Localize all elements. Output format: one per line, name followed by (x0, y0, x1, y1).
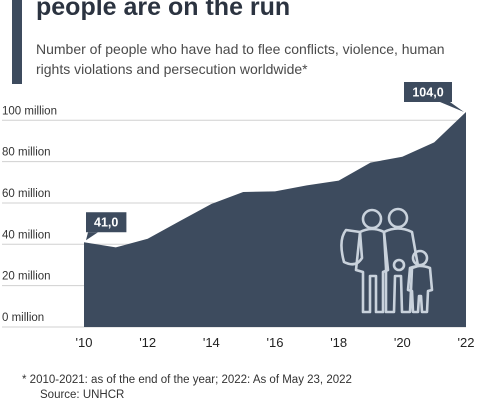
y-axis-ticks: 0 million 20 million 40 million 60 million 8… (2, 105, 57, 324)
x-tick-label: '10 (76, 335, 93, 350)
x-axis-ticks: '10 '12 '14 '16 '18 '20 '22 (76, 335, 475, 350)
y-tick-label: 0 million (2, 312, 44, 324)
annotation-callout: 41,0 (86, 212, 127, 241)
y-tick-label: 40 million (2, 229, 51, 241)
x-tick-label: '16 (267, 335, 284, 350)
annotation-callout: 104,0 (404, 82, 464, 112)
y-tick-label: 80 million (2, 147, 51, 159)
title-accent-bar (12, 0, 22, 84)
x-tick-label: '14 (203, 335, 220, 350)
x-tick-label: '18 (330, 335, 347, 350)
area-series (84, 112, 466, 327)
y-tick-label: 60 million (2, 188, 51, 200)
source-credit: Source: UNHCR (40, 389, 125, 401)
footnote: * 2010-2021: as of the end of the year; … (22, 374, 352, 386)
y-tick-label: 20 million (2, 271, 51, 283)
annotations: 41,0 104,0 (86, 82, 464, 241)
chart-title: people are on the run (36, 0, 291, 21)
x-tick-label: '22 (458, 335, 475, 350)
refugee-family-icon (340, 207, 434, 314)
annotation-label: 41,0 (94, 216, 118, 230)
annotation-label: 104,0 (412, 86, 443, 100)
x-tick-label: '20 (394, 335, 411, 350)
x-tick-label: '12 (139, 335, 156, 350)
chart-subtitle: Number of people who have had to flee co… (36, 41, 445, 77)
y-tick-label: 100 million (2, 105, 57, 117)
